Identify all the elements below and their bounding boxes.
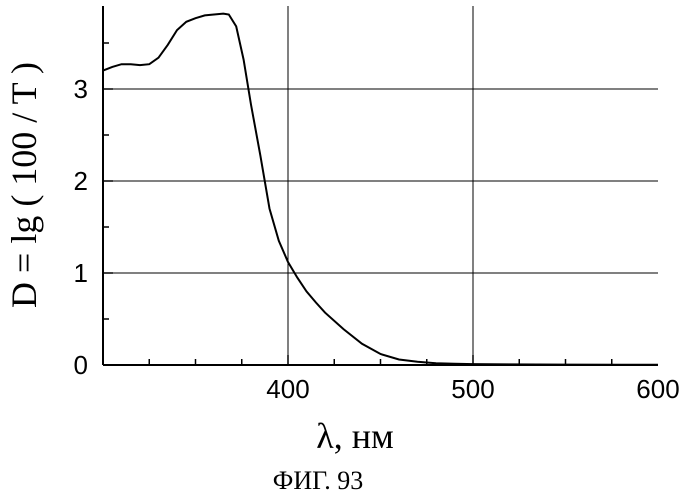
x-tick-labels: 400 500 600 — [266, 374, 679, 404]
x-axis-title: λ, нм — [316, 416, 394, 456]
y-tick-label: 0 — [74, 350, 88, 380]
data-line — [103, 14, 658, 365]
y-tick-label: 1 — [74, 258, 88, 288]
x-tick-label: 400 — [266, 374, 309, 404]
y-axis-title: D = lg ( 100 / T ) — [4, 62, 44, 308]
y-tick-label: 2 — [74, 166, 88, 196]
x-tick-label: 500 — [451, 374, 494, 404]
y-tick-labels: 0 1 2 3 — [74, 74, 88, 380]
y-tick-label: 3 — [74, 74, 88, 104]
grid-lines — [103, 6, 658, 365]
minor-ticks — [103, 43, 612, 365]
figure-caption: ФИГ. 93 — [273, 466, 363, 495]
x-tick-label: 600 — [636, 374, 679, 404]
